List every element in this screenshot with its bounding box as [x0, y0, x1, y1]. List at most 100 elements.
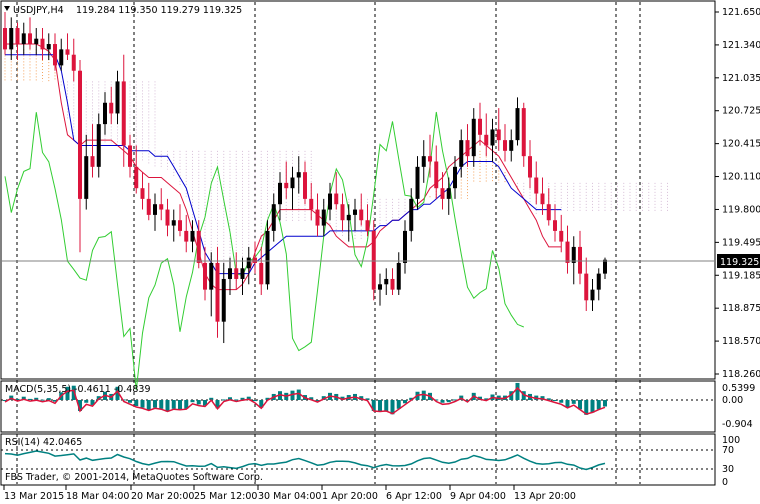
time-tick-label: 30 Mar 04:00	[258, 491, 321, 502]
macd-bar	[440, 400, 445, 403]
macd-bar	[578, 400, 582, 410]
macd-bar	[259, 400, 264, 408]
macd-bar	[128, 400, 132, 403]
candle-body	[165, 209, 170, 226]
time-tick-label: 6 Apr 12:00	[386, 491, 442, 502]
macd-bar	[215, 400, 220, 409]
macd-bar	[78, 400, 82, 411]
candle-body	[428, 156, 432, 162]
macd-bar	[409, 397, 414, 400]
price-tick-label: 120.110	[722, 172, 760, 183]
candle-body	[215, 262, 220, 322]
macd-tick-label: -0.904	[722, 419, 753, 430]
candle-body	[121, 81, 126, 146]
macd-bar	[571, 400, 576, 404]
candle-body	[196, 230, 201, 263]
candle-body	[184, 230, 189, 242]
candle-body	[590, 289, 595, 301]
last-price-label: 119.325	[720, 257, 759, 268]
candle-body	[284, 182, 289, 189]
candle-body	[153, 204, 157, 215]
candle-body	[553, 220, 557, 231]
candle-body	[15, 28, 20, 45]
candles	[3, 12, 607, 344]
price-tick-label: 119.800	[722, 204, 760, 215]
candle-body	[28, 33, 32, 45]
rsi-line	[4, 450, 606, 471]
price-tick-label: 121.340	[722, 40, 760, 51]
macd-bar	[21, 396, 26, 400]
candle-body	[278, 182, 282, 205]
candle-body	[115, 81, 120, 114]
candle-body	[359, 209, 364, 221]
time-axis: 13 Mar 2015 18 Mar 04:00 20 Mar 20:00 25 Ma…	[3, 485, 576, 502]
dropdown-triangle-icon[interactable]	[4, 6, 10, 11]
candle-body	[446, 188, 451, 199]
candle-body	[109, 102, 114, 114]
candle-body	[515, 108, 520, 141]
macd-bar	[253, 400, 257, 402]
candle-body	[240, 268, 245, 279]
candle-body	[490, 129, 495, 146]
macd-bar	[321, 396, 326, 400]
price-panel	[0, 0, 716, 380]
candle-body	[40, 38, 45, 50]
candle-body	[409, 198, 414, 231]
macd-bar	[140, 400, 145, 408]
candle-body	[65, 49, 70, 55]
macd-bar	[115, 386, 120, 400]
candle-body	[234, 268, 239, 279]
macd-bar	[559, 400, 564, 403]
candle-body	[403, 230, 407, 263]
candle-body	[103, 102, 107, 125]
candle-body	[421, 156, 426, 167]
candle-body	[334, 193, 339, 205]
macd-bar	[90, 400, 95, 405]
rsi-tick-label: 0	[722, 477, 728, 488]
macd-bar	[453, 399, 457, 401]
macd-bar	[378, 400, 382, 412]
candle-body	[303, 172, 307, 199]
rsi-label: RSI(14) 42.0465	[5, 437, 82, 448]
macd-bar	[146, 400, 151, 411]
candle-body	[478, 118, 482, 135]
candle-body	[59, 49, 64, 66]
candle-body	[415, 166, 420, 199]
candle-body	[271, 204, 276, 231]
candle-body	[528, 156, 532, 178]
candle-body	[596, 273, 601, 290]
candle-body	[365, 220, 370, 231]
candle-body	[384, 278, 389, 285]
macd-bar	[228, 397, 232, 400]
macd-bar	[34, 397, 39, 400]
candle-body	[496, 129, 501, 141]
candle-body	[90, 156, 95, 167]
macd-bar	[190, 400, 195, 403]
macd-bar	[446, 400, 451, 403]
candle-body	[509, 140, 514, 151]
candle-body	[209, 262, 214, 290]
ohlc-label: 119.284 119.350 119.279 119.325	[76, 5, 242, 16]
candle-body	[465, 140, 470, 157]
candle-body	[521, 108, 526, 157]
candle-body	[434, 161, 439, 189]
macd-bar	[584, 400, 589, 415]
macd-bar	[240, 397, 245, 400]
candle-body	[584, 273, 589, 301]
time-tick-label: 18 Mar 04:00	[66, 491, 129, 502]
macd-bar	[521, 391, 526, 400]
candle-body	[259, 262, 264, 285]
grid-lines	[1, 2, 715, 484]
macd-bar	[84, 400, 89, 403]
macd-bar	[184, 400, 189, 409]
candle-body	[309, 198, 314, 210]
price-tick-label: 118.875	[722, 303, 760, 314]
macd-bar	[28, 398, 32, 400]
candle-body	[340, 204, 345, 221]
time-tick-label: 9 Apr 04:00	[450, 491, 506, 502]
macd-bar	[65, 386, 70, 400]
candle-body	[190, 230, 195, 242]
time-tick-label: 13 Apr 20:00	[514, 491, 576, 502]
candle-body	[9, 28, 14, 50]
